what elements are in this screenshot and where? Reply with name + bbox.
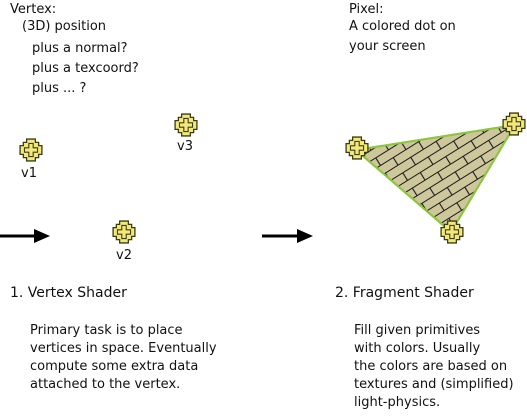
fragment-shader-heading: 2. Fragment Shader: [335, 285, 474, 301]
textured-triangle: [354, 123, 517, 234]
fragment-shader-desc-line: light-physics.: [354, 395, 441, 410]
vertex-shader-desc-line: Primary task is to place: [30, 323, 183, 338]
pixel-desc-line-2: your screen: [349, 39, 426, 54]
fragment-shader-desc-line: the colors are based on: [354, 359, 508, 374]
label-v2: v2: [116, 248, 132, 263]
label-v1: v1: [21, 166, 37, 181]
vertex-marker-icon-v3: [174, 113, 198, 137]
fragment-shader-desc-line: with colors. Usually: [354, 341, 481, 356]
pixel-title: Pixel:: [349, 2, 384, 17]
vertex-shader-heading: 1. Vertex Shader: [10, 285, 127, 301]
vertex-attr-normal: plus a normal?: [32, 41, 128, 56]
vertex-attr-more: plus ... ?: [32, 81, 87, 96]
arrow-right-icon-left: [0, 229, 50, 243]
vertex-marker-icon-v1: [19, 138, 43, 162]
vertex-title: Vertex:: [10, 2, 57, 17]
vertex-shader-desc-line: vertices in space. Eventually: [30, 341, 217, 356]
vertex-attr-texcoord: plus a texcoord?: [32, 61, 139, 76]
vertex-marker-icon-v2: [112, 220, 136, 244]
fragment-shader-desc-line: textures and (simplified): [354, 377, 514, 392]
vertex-shader-desc-line: compute some extra data: [30, 359, 199, 374]
vertex-marker-icon-tri-bottom: [440, 220, 464, 244]
vertex-attr-position: (3D) position: [22, 19, 107, 34]
vertex-marker-icon-tri-right: [502, 112, 526, 136]
label-v3: v3: [177, 139, 193, 154]
vertex-marker-icon-tri-left: [345, 136, 369, 160]
fragment-shader-desc-line: Fill given primitives: [354, 323, 481, 338]
vertex-shader-desc-line: attached to the vertex.: [30, 377, 181, 392]
pixel-desc-line-1: A colored dot on: [349, 19, 456, 34]
arrow-right-icon-middle: [262, 229, 313, 243]
